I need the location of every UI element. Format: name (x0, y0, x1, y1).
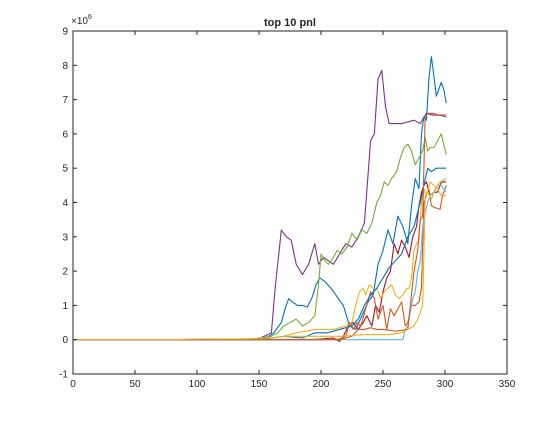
plot-background (73, 31, 507, 374)
series-line-1 (73, 69, 447, 341)
y-tick-label: 0 (62, 335, 68, 346)
x-tick-label: 300 (437, 379, 454, 390)
x-tick-label: 50 (129, 379, 141, 390)
y-tick-label: -1 (59, 370, 68, 381)
y-tick-label: 2 (62, 267, 68, 278)
y-tick-label: 5 (62, 164, 68, 175)
y-tick-label: 8 (62, 61, 68, 72)
y-tick-label: 1 (62, 301, 68, 312)
series-line-10 (73, 178, 447, 341)
x-tick-label: 250 (375, 379, 392, 390)
series-line-4 (73, 181, 447, 342)
y-exponent-label: ×106 (71, 14, 92, 27)
x-tick-label: 350 (499, 379, 516, 390)
chart-title: top 10 pnl (264, 17, 316, 29)
y-tick-label: 4 (62, 198, 68, 209)
y-tick-label: 3 (62, 232, 68, 243)
y-tick-label: 9 (62, 27, 68, 38)
x-tick-label: 150 (251, 379, 268, 390)
series-line-8 (73, 167, 447, 341)
y-tick-label: 7 (62, 95, 68, 106)
x-tick-label: 0 (70, 379, 76, 390)
series-line-2 (73, 56, 447, 341)
series-line-6 (73, 181, 447, 341)
series-layer (73, 56, 447, 342)
y-tick-label: 6 (62, 129, 68, 140)
plot-area (73, 31, 507, 374)
x-tick-label: 100 (189, 379, 206, 390)
x-tick-label: 200 (313, 379, 330, 390)
